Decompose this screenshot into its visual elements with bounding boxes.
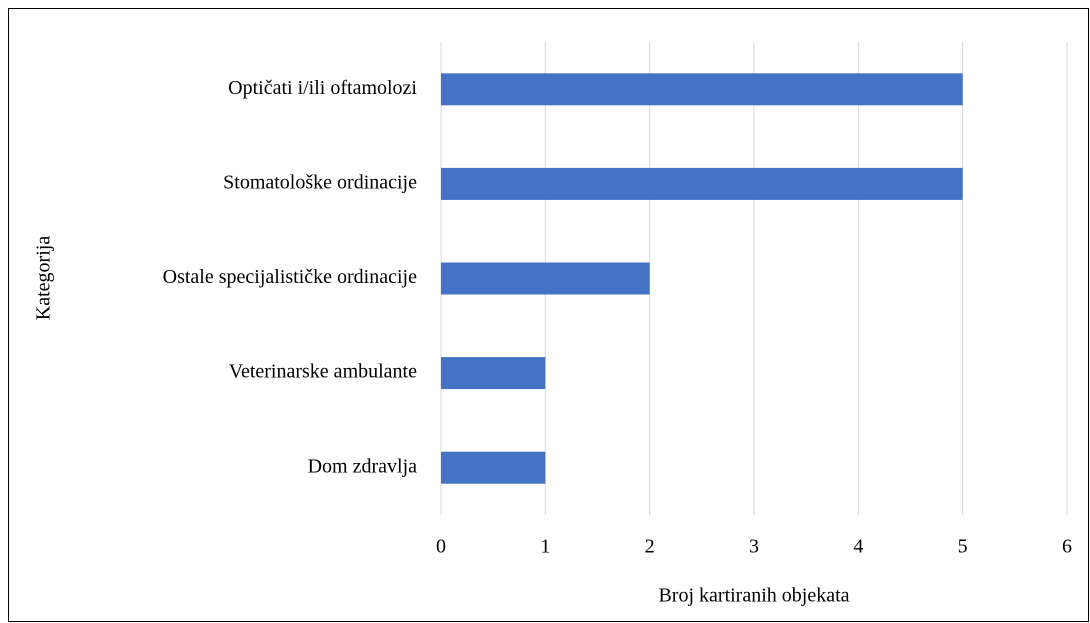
bar (441, 451, 546, 484)
x-tick-label: 3 (749, 536, 759, 558)
x-tick-label: 6 (1062, 536, 1072, 558)
y-tick-label: Stomatološke ordinacije (223, 171, 417, 193)
x-tick-label: 1 (540, 536, 550, 558)
y-axis-label: Kategorija (33, 236, 55, 321)
chart-frame (8, 8, 1089, 622)
x-axis-label: Broj kartiranih objekata (658, 585, 849, 607)
x-tick-label: 5 (958, 536, 968, 558)
y-tick-label: Veterinarske ambulante (229, 361, 417, 383)
bar (441, 357, 546, 390)
bar (441, 167, 963, 200)
bar (441, 262, 650, 295)
y-tick-label: Dom zdravlja (308, 455, 418, 477)
x-tick-label: 2 (645, 536, 655, 558)
x-tick-label: 0 (436, 536, 446, 558)
y-tick-label: Ostale specijalističke ordinacije (163, 266, 417, 288)
y-tick-label: Optičati i/ili oftamolozi (228, 77, 417, 99)
bar (441, 73, 963, 106)
x-tick-label: 4 (853, 536, 863, 558)
